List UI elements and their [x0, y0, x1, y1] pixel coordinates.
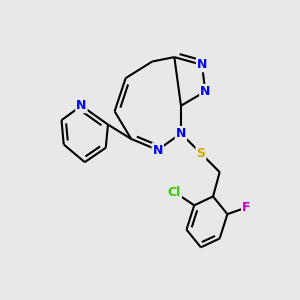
- Text: N: N: [200, 85, 211, 98]
- Text: N: N: [76, 99, 87, 112]
- Text: N: N: [153, 143, 163, 157]
- Text: N: N: [197, 58, 207, 71]
- Text: F: F: [242, 201, 250, 214]
- Text: Cl: Cl: [168, 185, 181, 199]
- Text: N: N: [176, 127, 186, 140]
- Text: S: S: [196, 147, 206, 160]
